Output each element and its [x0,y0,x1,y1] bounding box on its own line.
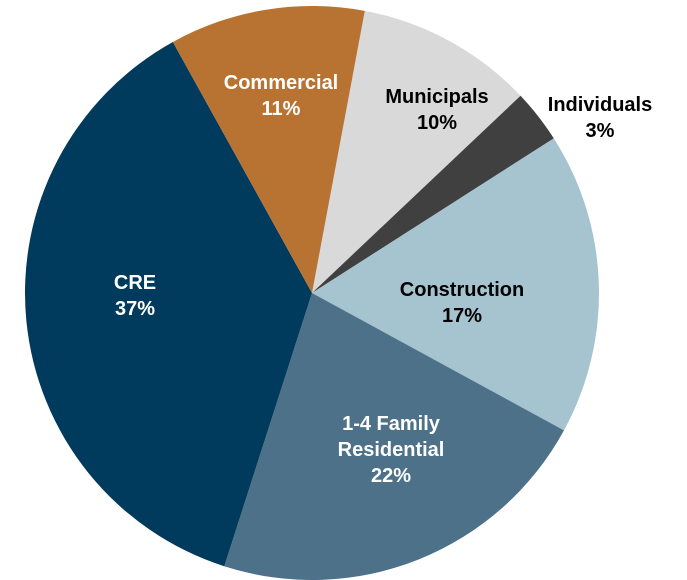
slice-name: CRE [113,272,157,294]
pie-slice [312,95,554,294]
slice-name: Construction [399,279,525,301]
pie-slice [312,10,521,294]
pie-slice [224,293,564,580]
slice-name: 1-4 Family Residential [337,413,445,461]
slice-name: Individuals [547,94,653,116]
slice-label: Commercial 11% [201,70,361,122]
pie-slice [25,41,313,567]
slice-name: Commercial [223,72,339,94]
slice-percent: 37% [114,298,156,320]
pie-slice [172,5,365,293]
slice-label: 1-4 Family Residential 22% [316,411,466,489]
slice-label: Municipals 10% [357,84,517,136]
slice-label: Individuals 3% [520,92,680,144]
slice-percent: 11% [261,98,301,120]
slice-label: CRE 37% [75,270,195,322]
slice-name: Municipals [385,86,489,108]
slice-label: Construction 17% [372,277,552,329]
slice-percent: 17% [441,305,483,327]
pie-slice [312,138,599,431]
slice-percent: 10% [416,112,458,134]
slice-percent: 3% [585,120,615,142]
slice-percent: 22% [370,465,412,487]
